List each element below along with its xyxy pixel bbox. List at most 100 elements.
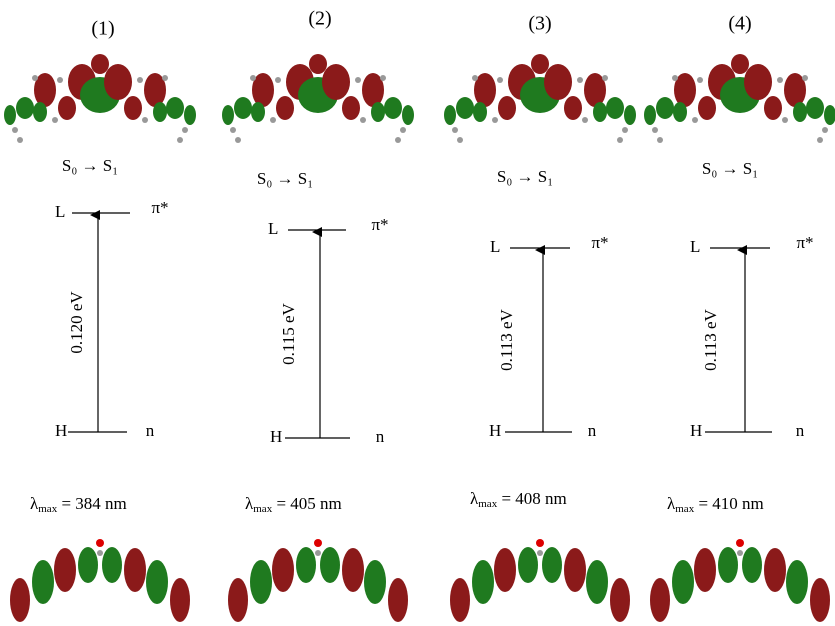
atom [57,77,63,83]
orbital-lobe [276,96,294,120]
atom [395,137,401,143]
orbital-lobe [518,547,538,583]
lumo-orbital [650,539,830,622]
atom [270,117,276,123]
atom [360,117,366,123]
orbital-lobe [624,105,636,125]
lumo-type: π* [151,198,168,217]
homo-label: H [489,421,501,440]
atom [230,127,236,133]
orbital-lobe [810,578,830,622]
orbital-lobe [656,97,674,119]
lambda-max: λmax = 408 nm [470,489,567,510]
atom [782,117,788,123]
atom [52,117,58,123]
atom [235,137,241,143]
atom [177,137,183,143]
atom [32,75,38,81]
lumo-label: L [268,219,278,238]
orbital-lobe [91,54,109,74]
energy-gap: 0.120 eV [67,291,86,354]
lambda-value: = 384 nm [57,494,127,513]
lambda-subscript: max [38,503,57,515]
orbital-lobe [78,547,98,583]
homo-label: H [55,421,67,440]
orbital-lobe [673,102,687,122]
orbital-lobe [222,105,234,125]
orbital-lobe [4,105,16,125]
atom [672,75,678,81]
lumo-orbital [10,539,190,622]
atom [17,137,23,143]
orbital-lobe [564,96,582,120]
orbital-lobe [544,64,572,100]
orbital-lobe [472,560,494,604]
panel-label: (2) [308,8,331,30]
orbital-lobe [272,548,294,592]
orbital-lobe [564,548,586,592]
atom [355,77,361,83]
transition-label: S₀ → S₁ [702,159,758,178]
atom [457,137,463,143]
lumo-label: L [690,237,700,256]
orbital-lobe [731,54,749,74]
atom [577,77,583,83]
orbital-lobe [764,548,786,592]
lambda-max: λmax = 410 nm [667,494,764,515]
transition-label: S₀ → S₁ [497,167,553,186]
orbital-lobe [494,548,516,592]
orbital-lobe [16,97,34,119]
homo-orbital [644,54,835,143]
atom [96,539,104,547]
atom [817,137,823,143]
orbital-lobe [672,560,694,604]
orbital-lobe [124,548,146,592]
orbital-lobe [593,102,607,122]
orbital-lobe [498,96,516,120]
panel-label: (3) [528,13,551,35]
orbital-lobe [364,560,386,604]
lambda-subscript: max [478,498,497,510]
orbital-lobe [388,578,408,622]
orbital-lobe [32,560,54,604]
atom [275,77,281,83]
energy-gap: 0.113 eV [497,308,516,370]
orbital-lobe [251,102,265,122]
lambda-max: λmax = 405 nm [245,494,342,515]
energy-gap: 0.113 eV [701,308,720,370]
atom [582,117,588,123]
atom [182,127,188,133]
lumo-label: L [490,237,500,256]
homo-orbital [4,54,196,143]
homo-label: H [270,427,282,446]
orbital-lobe [402,105,414,125]
orbital-lobe [586,560,608,604]
atom [692,117,698,123]
lambda-subscript: max [675,503,694,515]
lambda-value: = 408 nm [497,489,567,508]
atom [652,127,658,133]
orbital-lobe [102,547,122,583]
orbital-lobe [58,96,76,120]
lumo-type: π* [796,233,813,252]
atom [622,127,628,133]
atom [400,127,406,133]
orbital-lobe [296,547,316,583]
atom [537,550,543,556]
atom [452,127,458,133]
homo-orbital [444,54,636,143]
atom [497,77,503,83]
lumo-orbital [228,539,408,622]
orbital-lobe [744,64,772,100]
orbital-lobe [542,547,562,583]
atom [137,77,143,83]
atom [97,550,103,556]
orbital-lobe [10,578,30,622]
orbital-lobe [793,102,807,122]
orbital-lobe [824,105,835,125]
orbital-lobe [170,578,190,622]
orbital-lobe [718,547,738,583]
homo-type: n [146,421,155,440]
orbital-lobe [166,97,184,119]
lambda-value: = 405 nm [272,494,342,513]
